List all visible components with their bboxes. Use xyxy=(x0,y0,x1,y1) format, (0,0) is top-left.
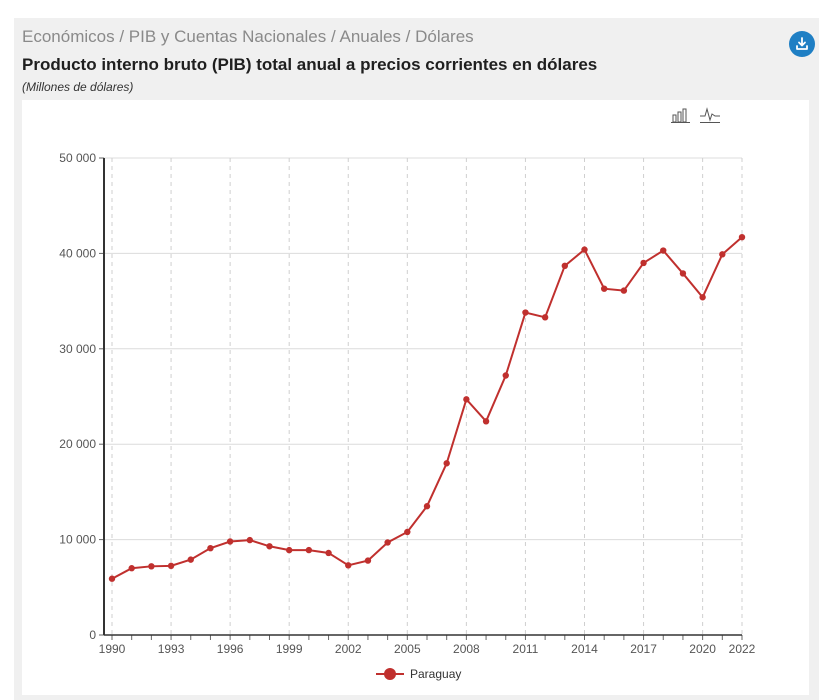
legend-label[interactable]: Paraguay xyxy=(410,667,461,681)
y-tick-label: 20 000 xyxy=(59,437,96,451)
chart-area: 0 10 000 20 000 30 000 40 000 50 000 1990 1993 1… xyxy=(22,100,809,695)
x-tick-label: 1999 xyxy=(276,642,303,656)
data-point[interactable] xyxy=(423,503,431,510)
grid xyxy=(104,157,743,635)
data-point[interactable] xyxy=(266,543,273,550)
data-point[interactable] xyxy=(187,556,194,563)
data-point[interactable] xyxy=(640,259,647,267)
y-tick-label: 10 000 xyxy=(59,533,96,547)
chart-title: Producto interno bruto (PIB) total anual… xyxy=(22,55,598,74)
line-chart-icon[interactable] xyxy=(699,106,721,124)
line-chart: 0 10 000 20 000 30 000 40 000 50 000 1990 1993 1… xyxy=(59,151,755,681)
data-point[interactable] xyxy=(285,546,293,554)
data-point[interactable] xyxy=(345,562,352,569)
y-tick-label: 40 000 xyxy=(59,246,96,260)
chart-subtitle: (Millones de dólares) xyxy=(22,80,134,94)
data-point[interactable] xyxy=(384,539,391,546)
x-tick-label: 2011 xyxy=(513,642,539,656)
data-point[interactable] xyxy=(600,285,608,292)
data-point[interactable] xyxy=(463,396,470,403)
data-point[interactable] xyxy=(482,418,490,425)
data-point[interactable] xyxy=(502,372,509,379)
chart-panel: Económicos / PIB y Cuentas Nacionales / … xyxy=(14,18,819,700)
data-point[interactable] xyxy=(404,528,411,536)
download-icon[interactable] xyxy=(789,31,815,57)
x-tick-label: 2005 xyxy=(394,642,421,656)
axes: 0 10 000 20 000 30 000 40 000 50 000 1990 1993 1… xyxy=(59,151,755,656)
x-tick-label: 2014 xyxy=(571,642,598,656)
y-tick-label: 0 xyxy=(89,628,96,642)
y-tick-label: 30 000 xyxy=(59,342,96,356)
data-point[interactable] xyxy=(226,538,234,545)
x-tick-label: 2017 xyxy=(630,642,657,656)
data-point[interactable] xyxy=(660,247,667,254)
data-point[interactable] xyxy=(305,546,313,554)
download-glyph xyxy=(796,37,808,50)
data-point[interactable] xyxy=(719,251,726,258)
data-point[interactable] xyxy=(561,262,569,270)
x-tick-label: 1990 xyxy=(99,642,126,656)
x-tick-label: 1993 xyxy=(158,642,185,656)
data-point[interactable] xyxy=(108,575,116,582)
series-paraguay xyxy=(108,233,746,582)
data-point[interactable] xyxy=(246,536,254,544)
data-point[interactable] xyxy=(443,460,450,467)
y-tick-label: 50 000 xyxy=(59,151,96,165)
data-point[interactable] xyxy=(679,270,687,277)
x-tick-label: 2020 xyxy=(689,642,716,656)
legend[interactable]: Paraguay xyxy=(376,667,461,681)
x-tick-label: 1996 xyxy=(217,642,244,656)
data-point[interactable] xyxy=(699,294,706,301)
breadcrumb[interactable]: Económicos / PIB y Cuentas Nacionales / … xyxy=(22,27,474,46)
data-point[interactable] xyxy=(325,549,332,557)
data-point[interactable] xyxy=(128,565,135,572)
data-point[interactable] xyxy=(148,563,155,570)
data-point[interactable] xyxy=(167,562,175,570)
x-tick-label: 2002 xyxy=(335,642,362,656)
data-point[interactable] xyxy=(207,544,214,552)
data-point[interactable] xyxy=(620,287,628,294)
data-point[interactable] xyxy=(738,233,746,241)
data-point[interactable] xyxy=(581,246,588,253)
data-point[interactable] xyxy=(541,314,549,321)
x-tick-label: 2008 xyxy=(453,642,480,656)
x-tick-label: 2022 xyxy=(729,642,756,656)
bar-chart-icon[interactable] xyxy=(670,106,692,124)
series-line xyxy=(111,236,743,580)
legend-marker xyxy=(384,668,396,680)
data-point[interactable] xyxy=(522,309,529,316)
data-point[interactable] xyxy=(364,557,372,564)
